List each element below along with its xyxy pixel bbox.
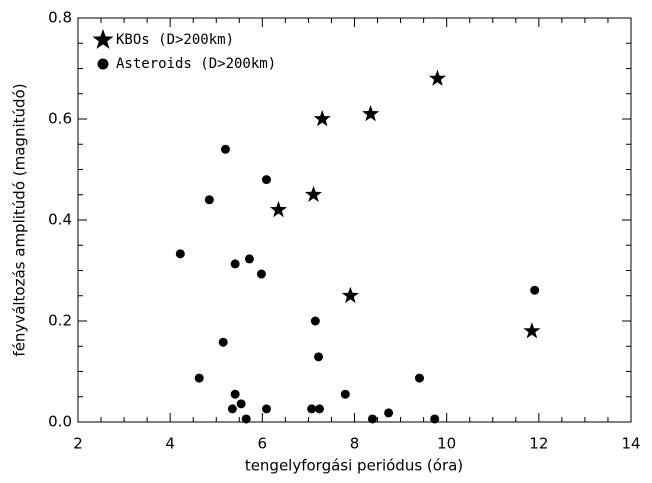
- x-tick-label: 10: [437, 435, 456, 453]
- x-tick-label: 6: [258, 435, 268, 453]
- star-marker: [304, 185, 322, 202]
- y-tick-label: 0.6: [48, 110, 72, 128]
- circle-marker: [218, 337, 228, 347]
- y-tick-label: 0.2: [48, 312, 72, 330]
- y-tick-label: 0.0: [48, 413, 72, 431]
- x-tick-label: 4: [165, 435, 175, 453]
- circle-marker: [220, 144, 230, 154]
- legend-marker: [92, 29, 114, 49]
- star-marker: [313, 110, 331, 127]
- circle-marker: [261, 404, 271, 414]
- x-axis-title: tengelyforgási periódus (óra): [245, 457, 463, 475]
- circle-marker: [430, 414, 440, 424]
- x-tick-label: 12: [529, 435, 548, 453]
- circle-marker: [241, 414, 251, 424]
- circle-marker: [367, 414, 377, 424]
- circle-marker: [175, 249, 185, 259]
- circle-marker: [194, 373, 204, 383]
- circle-marker: [236, 399, 246, 409]
- legend-label: Asteroids (D>200km): [116, 56, 276, 72]
- legend-label: KBOs (D>200km): [116, 32, 234, 48]
- star-marker: [269, 200, 287, 218]
- x-tick-label: 8: [350, 435, 360, 453]
- circle-marker: [314, 404, 324, 414]
- x-tick-label: 14: [621, 435, 640, 453]
- circle-marker: [261, 175, 271, 185]
- star-marker: [362, 105, 380, 122]
- circle-marker: [204, 195, 214, 205]
- circle-marker: [227, 404, 237, 414]
- star-marker: [341, 286, 359, 303]
- y-axis-title: fényváltozás amplitúdó (magnitúdó): [11, 83, 29, 356]
- circle-marker: [384, 408, 394, 418]
- x-tick-label: 2: [73, 435, 83, 453]
- circle-marker: [230, 389, 240, 399]
- star-marker: [523, 322, 541, 339]
- circle-marker: [310, 316, 320, 326]
- plot-frame: [77, 17, 632, 423]
- circle-marker: [307, 404, 317, 414]
- y-tick-label: 0.8: [48, 9, 72, 27]
- legend-marker: [97, 58, 109, 70]
- circle-marker: [530, 285, 540, 295]
- star-marker: [428, 69, 446, 86]
- circle-marker: [414, 373, 424, 383]
- y-tick-label: 0.4: [48, 211, 72, 229]
- circle-marker: [230, 259, 240, 269]
- circle-marker: [340, 389, 350, 399]
- circle-marker: [244, 254, 254, 264]
- circle-marker: [314, 352, 324, 362]
- circle-marker: [256, 269, 266, 279]
